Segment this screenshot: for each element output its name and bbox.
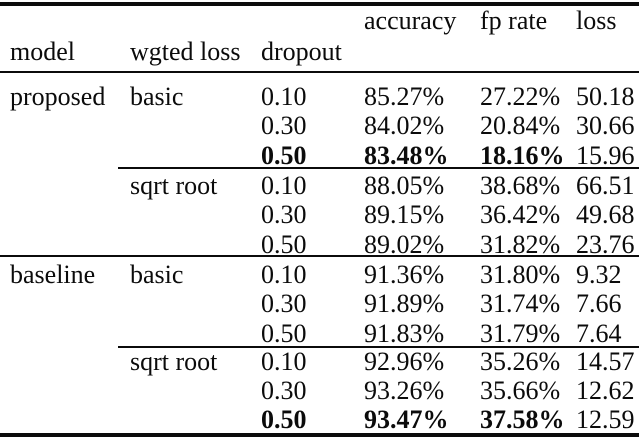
- cell-loss: 12.62: [576, 376, 635, 405]
- cell-accuracy: 84.02%: [364, 111, 445, 140]
- cell-fp-rate: 37.58%: [480, 405, 565, 434]
- cell-fp-rate: 31.80%: [480, 260, 561, 289]
- column-header-model: model: [10, 37, 75, 66]
- cell-accuracy: 89.15%: [364, 200, 445, 229]
- cell-wgted-loss: basic: [130, 260, 184, 289]
- cell-accuracy: 88.05%: [364, 171, 445, 200]
- column-header-wgted-loss: wgted loss: [130, 37, 241, 66]
- cell-loss: 23.76: [576, 230, 635, 259]
- cell-dropout: 0.10: [261, 82, 307, 111]
- cell-dropout: 0.50: [261, 141, 307, 170]
- bottom-rule: [0, 433, 639, 437]
- cell-accuracy: 93.26%: [364, 376, 445, 405]
- cell-accuracy: 92.96%: [364, 347, 445, 376]
- cell-accuracy: 91.83%: [364, 319, 445, 348]
- cell-wgted-loss: sqrt root: [130, 347, 218, 376]
- cell-loss: 14.57: [576, 347, 635, 376]
- cell-dropout: 0.50: [261, 230, 307, 259]
- cell-wgted-loss: sqrt root: [130, 171, 218, 200]
- cell-dropout: 0.30: [261, 289, 307, 318]
- cell-dropout: 0.50: [261, 405, 307, 434]
- cmidrule-baseline: [118, 346, 639, 348]
- column-header-accuracy: accuracy: [364, 6, 457, 35]
- cell-loss: 66.51: [576, 171, 635, 200]
- cell-loss: 15.96: [576, 141, 635, 170]
- cell-loss: 12.59: [576, 405, 635, 434]
- cell-loss: 7.64: [576, 319, 622, 348]
- cell-loss: 49.68: [576, 200, 635, 229]
- cell-loss: 30.66: [576, 111, 635, 140]
- top-rule: [0, 2, 639, 6]
- cell-dropout: 0.10: [261, 171, 307, 200]
- cell-fp-rate: 18.16%: [480, 141, 565, 170]
- cell-dropout: 0.30: [261, 376, 307, 405]
- column-header-dropout: dropout: [261, 37, 342, 66]
- column-header-loss: loss: [576, 6, 617, 35]
- group-divider-rule: [0, 255, 639, 257]
- cell-loss: 7.66: [576, 289, 622, 318]
- cell-fp-rate: 31.82%: [480, 230, 561, 259]
- cell-fp-rate: 35.26%: [480, 347, 561, 376]
- cell-model: baseline: [10, 260, 96, 289]
- cell-dropout: 0.30: [261, 200, 307, 229]
- cmidrule-proposed: [118, 167, 639, 169]
- header-rule: [0, 70, 639, 73]
- column-header-fp-rate: fp rate: [480, 6, 548, 35]
- cell-accuracy: 83.48%: [364, 141, 449, 170]
- cell-accuracy: 91.89%: [364, 289, 445, 318]
- cell-accuracy: 91.36%: [364, 260, 445, 289]
- cell-fp-rate: 31.79%: [480, 319, 561, 348]
- cell-accuracy: 85.27%: [364, 82, 445, 111]
- cell-dropout: 0.10: [261, 347, 307, 376]
- cell-fp-rate: 38.68%: [480, 171, 561, 200]
- cell-fp-rate: 31.74%: [480, 289, 561, 318]
- cell-dropout: 0.50: [261, 319, 307, 348]
- cell-model: proposed: [10, 82, 106, 111]
- cell-wgted-loss: basic: [130, 82, 184, 111]
- cell-accuracy: 93.47%: [364, 405, 449, 434]
- cell-fp-rate: 35.66%: [480, 376, 561, 405]
- cell-accuracy: 89.02%: [364, 230, 445, 259]
- cell-fp-rate: 36.42%: [480, 200, 561, 229]
- cell-loss: 50.18: [576, 82, 635, 111]
- cell-loss: 9.32: [576, 260, 622, 289]
- cell-fp-rate: 27.22%: [480, 82, 561, 111]
- cell-dropout: 0.10: [261, 260, 307, 289]
- cell-fp-rate: 20.84%: [480, 111, 561, 140]
- cell-dropout: 0.30: [261, 111, 307, 140]
